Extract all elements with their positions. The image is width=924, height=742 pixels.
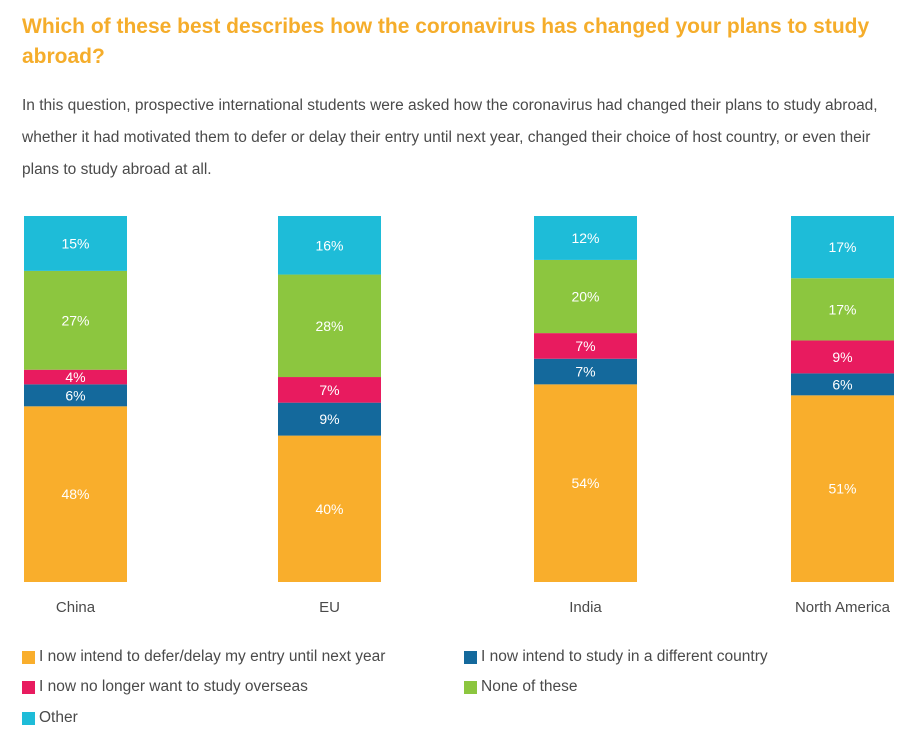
data-label-india-none: 20% <box>571 289 599 305</box>
bar-segment-north-america-defer <box>791 395 894 582</box>
bar-segment-eu-none <box>278 274 381 378</box>
bar-segment-china-none <box>24 270 127 370</box>
data-label-india-no-longer: 7% <box>575 338 595 354</box>
bar-segment-china-other <box>24 216 127 271</box>
chart-title: Which of these best describes how the co… <box>22 15 870 68</box>
legend-swatch-other <box>22 711 35 725</box>
legend-swatch-none <box>464 680 477 694</box>
bar-segment-eu-no-longer <box>278 377 381 403</box>
category-label-india: India <box>569 599 602 616</box>
bar-segment-india-defer <box>534 384 637 582</box>
data-label-eu-none: 28% <box>315 318 343 334</box>
stacked-bar-chart: 48% 6% 4% 27% 15% China 40% 9% 7% 28% 16% EU 54% 7% 7%… <box>24 216 894 616</box>
data-label-india-different-country: 7% <box>575 364 595 380</box>
data-label-north-america-different-country: 6% <box>832 376 852 392</box>
legend-label-none: None of these <box>481 678 578 695</box>
category-label-china: China <box>56 599 96 616</box>
data-label-india-defer: 54% <box>571 475 599 491</box>
bar-segment-china-no-longer <box>24 369 127 385</box>
bar-segment-eu-defer <box>278 435 381 582</box>
data-label-china-none: 27% <box>61 312 89 328</box>
legend-item-no-longer: I now no longer want to study overseas <box>22 678 308 696</box>
intro-text: In this question, prospective internatio… <box>22 97 878 178</box>
bar-segment-eu-other <box>278 216 381 275</box>
legend-item-none: None of these <box>464 678 578 696</box>
legend-label-other: Other <box>39 709 78 726</box>
data-label-china-defer: 48% <box>61 486 89 502</box>
bar-segment-north-america-none <box>791 278 894 341</box>
legend-item-defer: I now intend to defer/delay my entry unt… <box>22 648 385 666</box>
data-label-north-america-none: 17% <box>828 301 856 317</box>
bar-segment-north-america-different-country <box>791 373 894 396</box>
data-label-north-america-no-longer: 9% <box>832 349 852 365</box>
legend-label-defer: I now intend to defer/delay my entry unt… <box>39 648 386 665</box>
data-label-india-other: 12% <box>571 230 599 246</box>
legend-item-different-country: I now intend to study in a different cou… <box>464 648 768 666</box>
data-label-eu-defer: 40% <box>315 501 343 517</box>
legend-item-other: Other <box>22 709 78 727</box>
bar-segment-north-america-no-longer <box>791 340 894 374</box>
bar-segment-china-different-country <box>24 384 127 407</box>
bar-segment-eu-different-country <box>278 402 381 436</box>
data-label-north-america-other: 17% <box>828 239 856 255</box>
data-label-eu-different-country: 9% <box>319 411 339 427</box>
data-label-eu-no-longer: 7% <box>319 382 339 398</box>
data-label-north-america-defer: 51% <box>828 481 856 497</box>
bar-segment-india-none <box>534 259 637 334</box>
bar-segment-india-no-longer <box>534 333 637 359</box>
legend-swatch-defer <box>22 650 35 664</box>
category-label-north-america: North America <box>795 599 891 616</box>
legend-label-different-country: I now intend to study in a different cou… <box>481 648 768 665</box>
data-label-china-other: 15% <box>61 235 89 251</box>
legend-label-no-longer: I now no longer want to study overseas <box>39 678 308 695</box>
data-label-china-different-country: 6% <box>65 387 85 403</box>
data-label-china-no-longer: 4% <box>65 369 85 385</box>
legend-swatch-different-country <box>464 650 477 664</box>
category-label-eu: EU <box>319 599 340 616</box>
bar-segment-china-defer <box>24 406 127 582</box>
legend-swatch-no-longer <box>22 680 35 694</box>
bar-segment-india-other <box>534 216 637 260</box>
data-label-eu-other: 16% <box>315 237 343 253</box>
bar-segment-north-america-other <box>791 216 894 279</box>
bar-segment-india-different-country <box>534 358 637 385</box>
legend: I now intend to defer/delay my entry unt… <box>22 644 902 740</box>
